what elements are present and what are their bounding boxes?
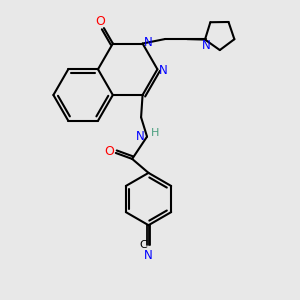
Text: N: N bbox=[143, 35, 152, 49]
Text: O: O bbox=[95, 15, 105, 28]
Text: N: N bbox=[136, 130, 145, 143]
Text: C: C bbox=[139, 240, 147, 250]
Text: O: O bbox=[104, 145, 114, 158]
Text: N: N bbox=[202, 39, 211, 52]
Text: H: H bbox=[151, 128, 160, 138]
Text: N: N bbox=[158, 64, 167, 77]
Text: N: N bbox=[144, 249, 153, 262]
